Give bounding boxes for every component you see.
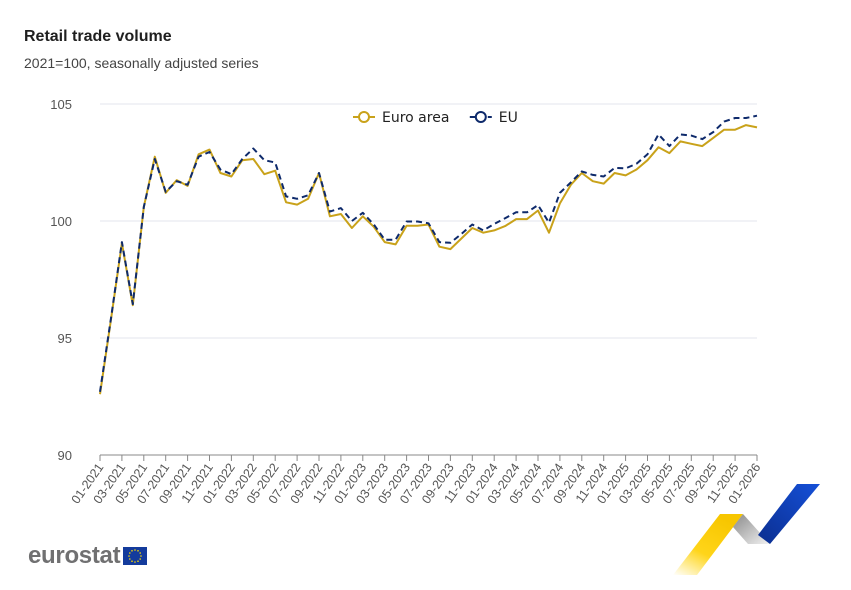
eu-flag-icon <box>123 547 148 565</box>
legend[interactable]: Euro area EU <box>353 110 518 126</box>
ribbon-blue <box>758 484 820 544</box>
plot-area <box>99 114 758 395</box>
legend-item-eu[interactable]: EU <box>469 110 518 126</box>
y-tick-label: 105 <box>50 97 72 112</box>
y-tick-label: 100 <box>50 214 72 229</box>
chart-subtitle: 2021=100, seasonally adjusted series <box>24 55 259 71</box>
legend-label: EU <box>499 110 518 126</box>
legend-label: Euro area <box>382 110 449 126</box>
ribbon-yellow <box>673 514 743 575</box>
y-tick-label: 95 <box>58 331 72 346</box>
legend-item-euro-area[interactable]: Euro area <box>353 110 449 126</box>
grid-lines <box>100 103 757 339</box>
legend-marker-icon <box>358 111 370 123</box>
logo-text: eurostat <box>28 542 121 569</box>
series-eu-line[interactable] <box>99 114 758 392</box>
y-axis: 90 95 100 105 <box>50 97 72 463</box>
legend-marker-icon <box>474 111 487 123</box>
eurostat-logo: eurostat <box>28 542 148 570</box>
y-tick-label: 90 <box>58 448 72 463</box>
chart-title: Retail trade volume <box>24 28 172 45</box>
